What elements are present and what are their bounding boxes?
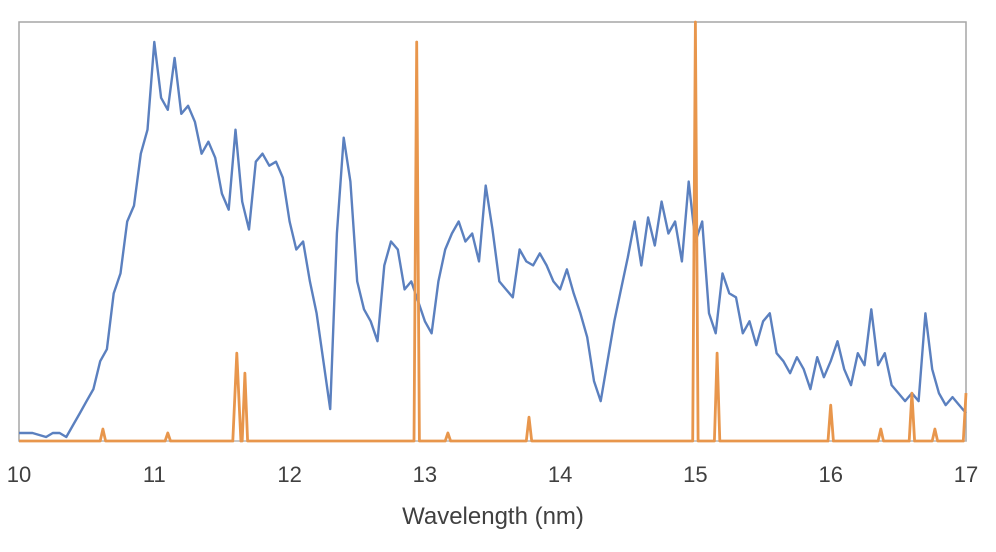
x-tick-labels: 10 11 12 13 14 15 16 17 xyxy=(7,462,978,487)
x-tick-label: 11 xyxy=(143,462,166,487)
series-line-2 xyxy=(19,20,968,443)
x-tick-label: 16 xyxy=(818,462,842,487)
x-tick-label: 15 xyxy=(683,462,707,487)
x-tick-label: 14 xyxy=(548,462,572,487)
x-tick-label: 12 xyxy=(277,462,301,487)
x-axis-title: Wavelength (nm) xyxy=(402,503,584,530)
x-tick-label: 17 xyxy=(954,462,978,487)
series-line-1 xyxy=(19,40,967,439)
series-layer xyxy=(19,20,968,443)
x-tick-label: 10 xyxy=(7,462,31,487)
x-tick-label: 13 xyxy=(413,462,437,487)
